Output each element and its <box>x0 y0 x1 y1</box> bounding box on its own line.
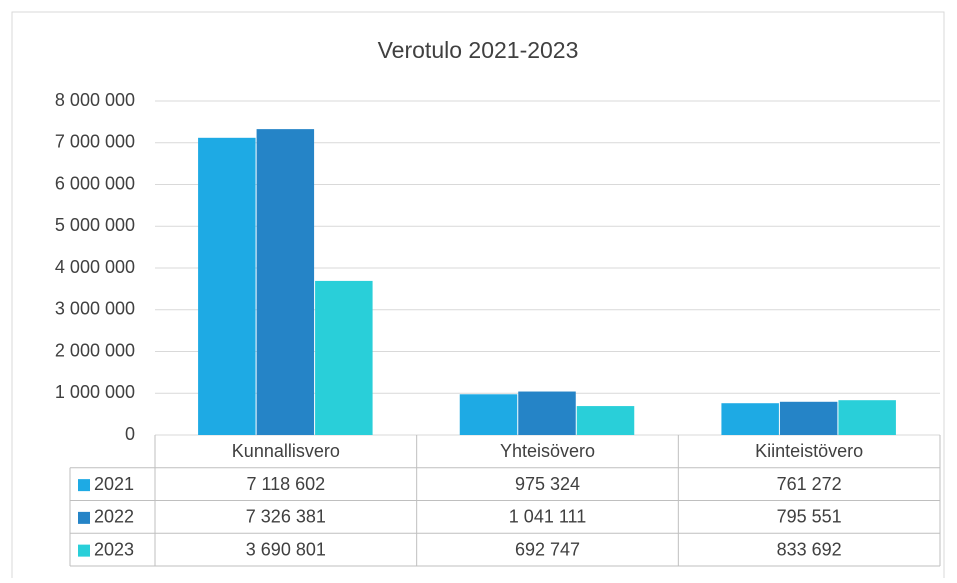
x-tick-label: Kiinteistövero <box>755 441 863 461</box>
y-tick-label: 8 000 000 <box>55 90 135 110</box>
bar <box>838 400 896 435</box>
chart-title: Verotulo 2021-2023 <box>378 37 579 63</box>
y-tick-label: 7 000 000 <box>55 132 135 152</box>
table-value: 3 690 801 <box>246 539 326 559</box>
table-value: 1 041 111 <box>509 507 586 527</box>
table-value: 7 326 381 <box>246 507 326 527</box>
x-tick-label: Kunnallisvero <box>232 441 340 461</box>
x-tick-label: Yhteisövero <box>500 441 595 461</box>
legend-key <box>78 544 90 557</box>
y-tick-label: 2 000 000 <box>55 340 135 360</box>
chart-border <box>11 11 945 578</box>
y-tick-label: 0 <box>125 424 135 444</box>
table-value: 7 118 602 <box>246 474 325 494</box>
legend-key <box>78 511 90 524</box>
bar <box>315 280 373 435</box>
legend-label: 2023 <box>94 539 134 559</box>
legend-label: 2022 <box>94 507 134 527</box>
bar <box>576 406 635 435</box>
y-tick-label: 6 000 000 <box>55 173 135 193</box>
bar <box>459 394 518 435</box>
table-value: 795 551 <box>777 507 842 527</box>
y-tick-label: 1 000 000 <box>55 382 135 402</box>
legend-label: 2021 <box>94 474 134 494</box>
y-tick-label: 4 000 000 <box>55 257 135 277</box>
bar <box>721 403 779 435</box>
bar <box>198 137 256 435</box>
table-value: 975 324 <box>515 474 580 494</box>
bar <box>518 391 576 435</box>
y-tick-label: 3 000 000 <box>55 299 135 319</box>
legend-key <box>78 479 90 492</box>
table-value: 692 747 <box>515 539 580 559</box>
bar <box>779 401 838 435</box>
bar <box>256 129 315 435</box>
table-value: 761 272 <box>777 474 842 494</box>
table-value: 833 692 <box>777 539 842 559</box>
y-tick-label: 5 000 000 <box>55 215 135 235</box>
